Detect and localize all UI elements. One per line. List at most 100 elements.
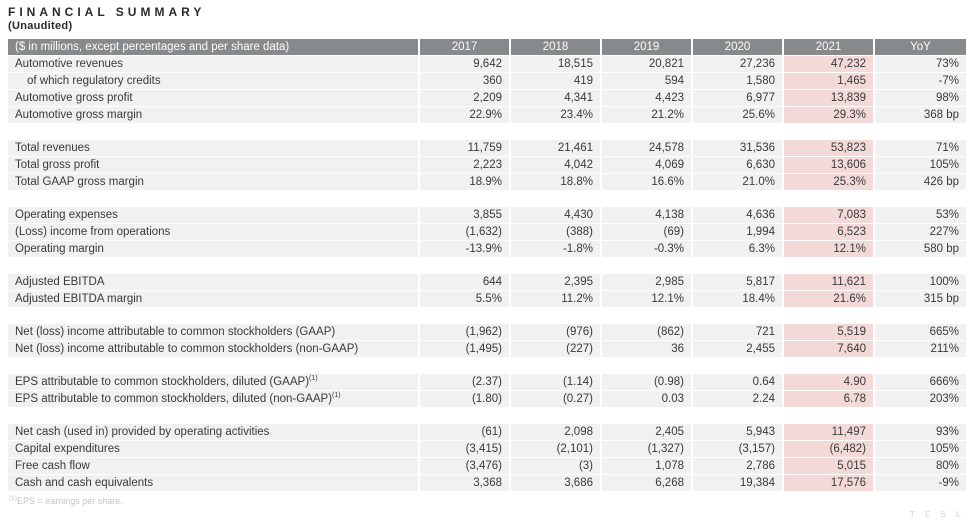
cell-yoy: 105%	[875, 441, 966, 458]
cell-yoy: 80%	[875, 458, 966, 475]
cell-2021: 21.6%	[784, 291, 875, 308]
cell-2021: 13,606	[784, 157, 875, 174]
cell-yoy: 98%	[875, 90, 966, 107]
cell-yoy: 100%	[875, 274, 966, 291]
cell-2017: 644	[420, 274, 511, 291]
column-header-2019: 2019	[602, 39, 693, 56]
cell-2017: 22.9%	[420, 107, 511, 124]
cell-yoy: 203%	[875, 391, 966, 408]
cell-2017: 3,855	[420, 207, 511, 224]
cell-yoy: 93%	[875, 424, 966, 441]
row-label: Operating expenses	[8, 207, 420, 224]
table-row: Capital expenditures (3,415) (2,101) (1,327…	[8, 441, 966, 458]
cell-2020: 4,636	[693, 207, 784, 224]
cell-2018: (1.14)	[511, 374, 602, 391]
cell-2019: 6,268	[602, 475, 693, 492]
cell-yoy: 211%	[875, 341, 966, 358]
table-row: Automotive revenues 9,642 18,515 20,821 27,2…	[8, 56, 966, 73]
cell-2020: 1,994	[693, 224, 784, 241]
table-row: (Loss) income from operations (1,632) (388…	[8, 224, 966, 241]
row-label: Net (loss) income attributable to common…	[8, 341, 420, 358]
cell-2020: 6.3%	[693, 241, 784, 258]
table-row: EPS attributable to common stockholders,…	[8, 374, 966, 391]
cell-yoy: 71%	[875, 140, 966, 157]
footnote: (1)EPS = earnings per share.	[8, 495, 966, 506]
row-label: Total gross profit	[8, 157, 420, 174]
column-header-2020: 2020	[693, 39, 784, 56]
table-row: Operating margin -13.9% -1.8% -0.3% 6.3% 12.1…	[8, 241, 966, 258]
cell-2021: 17,576	[784, 475, 875, 492]
cell-2020: 2,455	[693, 341, 784, 358]
cell-yoy: 227%	[875, 224, 966, 241]
page-title: FINANCIAL SUMMARY	[8, 5, 206, 19]
cell-2017: (1,962)	[420, 324, 511, 341]
table-row: Net (loss) income attributable to common…	[8, 341, 966, 358]
cell-2021: 53,823	[784, 140, 875, 157]
footnote-ref: (1)	[309, 375, 318, 383]
cell-2019: 0.03	[602, 391, 693, 408]
cell-yoy: 315 bp	[875, 291, 966, 308]
table-row: Cash and cash equivalents 3,368 3,686 6,268…	[8, 475, 966, 492]
row-label: Total GAAP gross margin	[8, 174, 420, 191]
cell-2021: 12.1%	[784, 241, 875, 258]
cell-2019: (0.98)	[602, 374, 693, 391]
cell-2020: 31,536	[693, 140, 784, 157]
table-row: Net (loss) income attributable to common…	[8, 324, 966, 341]
cell-2021: 7,640	[784, 341, 875, 358]
cell-2021: 29.3%	[784, 107, 875, 124]
cell-2018: 18,515	[511, 56, 602, 73]
cell-2017: (1.80)	[420, 391, 511, 408]
row-label: Automotive revenues	[8, 56, 420, 73]
cell-2019: 24,578	[602, 140, 693, 157]
spacer-row	[8, 191, 966, 207]
row-label: Adjusted EBITDA	[8, 274, 420, 291]
row-label: Automotive gross margin	[8, 107, 420, 124]
table-row: Automotive gross margin 22.9% 23.4% 21.2% 25…	[8, 107, 966, 124]
cell-2021: 6,523	[784, 224, 875, 241]
column-header-caption: ($ in millions, except percentages and p…	[8, 39, 420, 56]
cell-2020: 19,384	[693, 475, 784, 492]
cell-2021: (6,482)	[784, 441, 875, 458]
row-label: EPS attributable to common stockholders,…	[8, 374, 420, 391]
table-row: Adjusted EBITDA margin 5.5% 11.2% 12.1% 18.4…	[8, 291, 966, 308]
table-row: Total gross profit 2,223 4,042 4,069 6,630 13…	[8, 157, 966, 174]
cell-yoy: 666%	[875, 374, 966, 391]
cell-2020: 2.24	[693, 391, 784, 408]
spacer-row	[8, 408, 966, 424]
row-label: of which regulatory credits	[8, 73, 420, 90]
cell-2019: 12.1%	[602, 291, 693, 308]
cell-2017: 2,223	[420, 157, 511, 174]
cell-2019: 20,821	[602, 56, 693, 73]
cell-2017: (3,415)	[420, 441, 511, 458]
cell-2018: 18.8%	[511, 174, 602, 191]
cell-2020: 5,817	[693, 274, 784, 291]
cell-2021: 13,839	[784, 90, 875, 107]
cell-2019: (862)	[602, 324, 693, 341]
cell-2021: 47,232	[784, 56, 875, 73]
footnote-ref-marker: (1)	[9, 495, 17, 502]
cell-2017: (3,476)	[420, 458, 511, 475]
cell-2018: 419	[511, 73, 602, 90]
cell-2018: 23.4%	[511, 107, 602, 124]
cell-2018: (2,101)	[511, 441, 602, 458]
table-row: Net cash (used in) provided by operating…	[8, 424, 966, 441]
row-label: Free cash flow	[8, 458, 420, 475]
cell-2018: (227)	[511, 341, 602, 358]
cell-2018: (3)	[511, 458, 602, 475]
cell-2018: 3,686	[511, 475, 602, 492]
table-row: Total GAAP gross margin 18.9% 18.8% 16.6% 21…	[8, 174, 966, 191]
cell-2017: (61)	[420, 424, 511, 441]
row-label: Cash and cash equivalents	[8, 475, 420, 492]
cell-2021: 4.90	[784, 374, 875, 391]
cell-yoy: 426 bp	[875, 174, 966, 191]
table-row: EPS attributable to common stockholders,…	[8, 391, 966, 408]
row-label: Capital expenditures	[8, 441, 420, 458]
cell-2020: 27,236	[693, 56, 784, 73]
cell-yoy: -9%	[875, 475, 966, 492]
cell-yoy: 105%	[875, 157, 966, 174]
table-row: of which regulatory credits 360 419 594 1,58…	[8, 73, 966, 90]
cell-2019: (1,327)	[602, 441, 693, 458]
cell-yoy: 580 bp	[875, 241, 966, 258]
cell-2021: 1,465	[784, 73, 875, 90]
column-header-yoy: YoY	[875, 39, 966, 56]
